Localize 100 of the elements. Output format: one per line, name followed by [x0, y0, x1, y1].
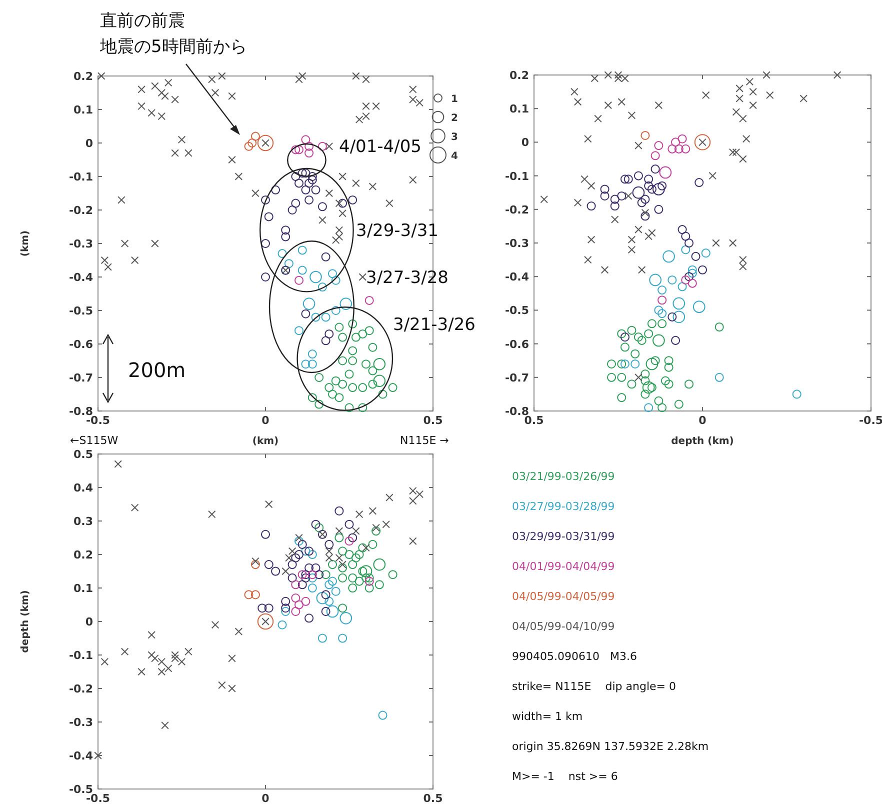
- y-tick-label: -0.4: [504, 270, 530, 284]
- x-axis-title: (km): [252, 436, 279, 447]
- point: [580, 175, 588, 184]
- point: [171, 651, 179, 659]
- point: [614, 71, 622, 79]
- point: [234, 172, 243, 180]
- point: [570, 88, 578, 96]
- y-tick-label: 0.3: [74, 515, 93, 528]
- point: [634, 374, 642, 382]
- y-tick-label: 0.1: [510, 102, 529, 116]
- point: [158, 668, 166, 676]
- point: [138, 102, 146, 110]
- point: [749, 88, 757, 96]
- point: [746, 78, 754, 86]
- point: [736, 84, 744, 92]
- point: [178, 136, 186, 144]
- point: [648, 229, 656, 237]
- point: [386, 494, 394, 502]
- point: [736, 94, 744, 102]
- point: [118, 196, 126, 204]
- point: [151, 654, 159, 662]
- point: [338, 209, 346, 218]
- point: [295, 534, 303, 542]
- point: [712, 239, 720, 247]
- point: [610, 216, 619, 224]
- point: [151, 240, 159, 248]
- x-tick-label: 0: [698, 414, 707, 427]
- x-tick-label: 0: [262, 792, 270, 805]
- point: [584, 256, 592, 264]
- legend-label: 3: [451, 132, 458, 143]
- point: [218, 72, 226, 80]
- point: [641, 208, 650, 217]
- point: [355, 116, 364, 124]
- point: [362, 102, 370, 110]
- annotation: 3/21-3/26: [393, 315, 476, 335]
- point: [332, 236, 340, 244]
- point: [368, 182, 377, 190]
- point: [295, 75, 303, 84]
- point: [749, 101, 757, 110]
- point: [540, 195, 548, 204]
- point: [164, 664, 172, 672]
- point: [362, 544, 370, 552]
- point: [409, 86, 417, 94]
- point: [352, 527, 360, 535]
- point: [574, 198, 582, 207]
- point: [355, 510, 364, 518]
- y-tick-label: -0.1: [504, 170, 529, 183]
- text: N115E →: [400, 434, 449, 447]
- annotation: 4/01-4/05: [339, 137, 422, 157]
- point: [409, 497, 417, 505]
- point: [120, 240, 129, 248]
- point: [264, 500, 273, 508]
- point: [833, 71, 842, 79]
- x-tick-label: -0.5: [858, 414, 882, 427]
- y-tick-label: -0.2: [68, 204, 93, 217]
- point: [325, 142, 334, 150]
- point: [628, 111, 636, 120]
- point: [138, 86, 146, 94]
- point: [604, 101, 612, 110]
- text: 地震の5時間前から: [99, 37, 247, 57]
- point: [158, 88, 166, 97]
- point: [409, 486, 417, 495]
- point: [120, 648, 129, 656]
- point: [386, 199, 394, 208]
- y-tick-label: -0.4: [68, 750, 94, 762]
- point: [708, 172, 717, 180]
- point: [634, 226, 642, 234]
- text: 03/21/99-03/26/99: [512, 470, 615, 483]
- point: [148, 108, 156, 117]
- y-tick-label: -0.1: [68, 649, 93, 662]
- point: [732, 108, 740, 116]
- point: [638, 266, 646, 274]
- point: [211, 620, 220, 629]
- point: [624, 192, 632, 200]
- point: [234, 628, 243, 636]
- point: [409, 537, 417, 545]
- point: [358, 273, 367, 281]
- y-tick-label: 0.2: [510, 69, 529, 82]
- point: [228, 92, 236, 100]
- annotation: 3/27-3/28: [366, 268, 448, 288]
- point: [211, 88, 220, 97]
- point: [208, 75, 216, 84]
- point: [130, 256, 139, 264]
- y-tick-label: -0.2: [504, 203, 529, 216]
- x-tick-label: 0.5: [524, 414, 544, 427]
- point: [574, 98, 582, 106]
- point: [335, 554, 344, 562]
- point: [762, 71, 770, 79]
- point: [171, 149, 179, 157]
- y-axis-title: (km): [20, 230, 31, 257]
- point: [644, 232, 652, 240]
- point: [338, 172, 346, 180]
- y-tick-label: -0.1: [68, 170, 93, 184]
- point: [368, 507, 377, 515]
- x-axis-title: depth (km): [671, 436, 734, 447]
- point: [335, 226, 344, 234]
- point: [104, 263, 112, 271]
- point: [100, 658, 109, 666]
- point: [338, 560, 346, 568]
- point: [335, 232, 344, 241]
